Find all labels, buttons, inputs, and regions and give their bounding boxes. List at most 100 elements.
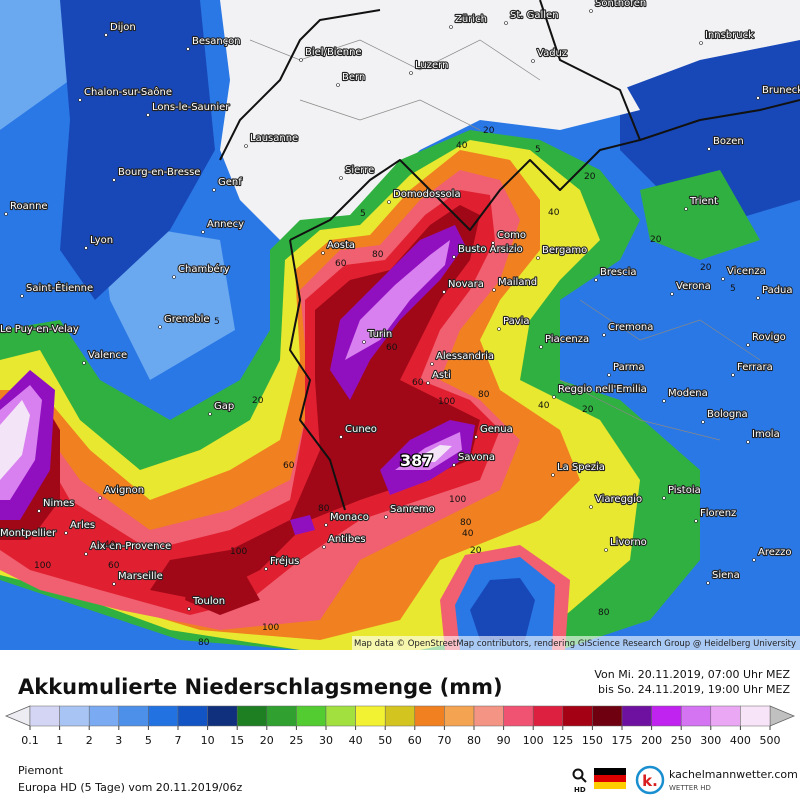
contour-labels: 20 40 5 20 5 40 60 80 20 20 5 5 60 60 20 40 20 100 80 60 80 1… bbox=[34, 126, 736, 648]
brand: kachelmannwetter.com bbox=[669, 768, 798, 781]
city-dot bbox=[589, 9, 593, 13]
city-label: Pistoia bbox=[668, 485, 701, 496]
city-label: Luzern bbox=[415, 60, 448, 71]
legend-swatch bbox=[118, 705, 149, 727]
city-dot bbox=[264, 567, 268, 571]
legend-tick-label: 5 bbox=[145, 734, 152, 747]
city-dot bbox=[409, 71, 413, 75]
city-label: Bourg-en-Bresse bbox=[118, 167, 200, 178]
contour-label: 60 bbox=[335, 259, 347, 269]
city-dot bbox=[104, 33, 108, 37]
city-label: Sonthofen bbox=[595, 0, 646, 9]
city-label: Arles bbox=[70, 520, 95, 531]
legend-tick-label: 125 bbox=[552, 734, 573, 747]
city-dot bbox=[84, 552, 88, 556]
city-label: Grenoble bbox=[164, 314, 210, 325]
contour-label: 40 bbox=[462, 529, 474, 539]
contour-label: 80 bbox=[318, 504, 330, 514]
attribution-bg bbox=[352, 636, 800, 650]
contour-label: 5 bbox=[730, 284, 736, 294]
legend-swatch bbox=[562, 705, 593, 727]
legend-swatch bbox=[236, 705, 268, 727]
city-label: Arezzo bbox=[758, 547, 792, 558]
city-dot bbox=[452, 255, 456, 259]
city-label: Brescia bbox=[600, 267, 637, 278]
country-border bbox=[289, 239, 346, 511]
city-dot bbox=[699, 41, 703, 45]
city-label: Sanremo bbox=[390, 504, 435, 515]
flag bbox=[594, 768, 626, 789]
map: Dijon Besançon Biel/Bienne Zürich St. Gallen… bbox=[0, 0, 800, 650]
city-dot bbox=[670, 292, 674, 296]
legend-tick-label: 1 bbox=[56, 734, 63, 747]
city-label: Besançon bbox=[192, 36, 241, 47]
city-label: Imola bbox=[752, 429, 780, 440]
city-label: Zürich bbox=[455, 14, 487, 25]
contour-label: 5 bbox=[214, 317, 220, 327]
legend-tick-label: 7 bbox=[175, 734, 182, 747]
city-dot bbox=[426, 381, 430, 385]
contour-label: 5 bbox=[535, 145, 541, 155]
legend-tick-label: 20 bbox=[260, 734, 274, 747]
city-dot bbox=[551, 473, 555, 477]
city-dot bbox=[299, 58, 303, 62]
city-label: Montpellier bbox=[0, 528, 57, 539]
city-dot bbox=[384, 515, 388, 519]
city-label: Marseille bbox=[118, 571, 163, 582]
city-label: Turin bbox=[367, 329, 392, 340]
city-dot bbox=[186, 47, 190, 51]
city-dot bbox=[531, 59, 535, 63]
city-dot bbox=[474, 435, 478, 439]
city-label: Bruneck bbox=[762, 85, 800, 96]
contour-label: 60 bbox=[283, 461, 295, 471]
city-label: Parma bbox=[613, 362, 645, 373]
city-dot bbox=[684, 207, 688, 211]
city-label: Gap bbox=[214, 401, 234, 412]
legend-swatch bbox=[266, 705, 297, 727]
country-border bbox=[289, 99, 800, 241]
city-dot bbox=[536, 256, 540, 260]
legend-tick-label: 2 bbox=[86, 734, 93, 747]
legend-tick-label: 90 bbox=[497, 734, 511, 747]
city-label: Vaduz bbox=[537, 48, 567, 59]
city-dot bbox=[321, 251, 325, 255]
city-dot bbox=[146, 113, 150, 117]
city-dot bbox=[20, 294, 24, 298]
legend-tick-label: 10 bbox=[201, 734, 215, 747]
legend-tick-label: 150 bbox=[582, 734, 603, 747]
legend-swatch bbox=[444, 705, 475, 727]
contour-label: 100 bbox=[438, 397, 455, 407]
city-label: Busto Arsizio bbox=[458, 244, 523, 255]
precip-area bbox=[470, 578, 535, 640]
region: Piemont bbox=[18, 764, 64, 777]
hd-icon: HD bbox=[572, 768, 587, 794]
city-label: Genf bbox=[218, 177, 242, 188]
contour-label: 40 bbox=[456, 141, 468, 151]
city-label: Valence bbox=[88, 350, 127, 361]
legend-swatch bbox=[710, 705, 741, 727]
model-run: Europa HD (5 Tage) vom 20.11.2019/06z bbox=[18, 781, 242, 794]
city-dot bbox=[387, 200, 391, 204]
contour-label: 20 bbox=[483, 126, 495, 136]
city-label: Alessandria bbox=[436, 351, 494, 362]
city-label: Domodossola bbox=[393, 189, 461, 200]
legend-swatch bbox=[29, 705, 60, 727]
city-label: Asti bbox=[432, 370, 451, 381]
legend-swatch bbox=[740, 705, 771, 727]
city-dot bbox=[721, 277, 725, 281]
city-dot bbox=[701, 420, 705, 424]
city-label: Chalon-sur-Saône bbox=[84, 86, 172, 98]
city-label: Viareggio bbox=[595, 494, 642, 505]
city-dot bbox=[322, 545, 326, 549]
legend-tick-label: 30 bbox=[319, 734, 333, 747]
legend-swatch bbox=[621, 705, 652, 727]
legend-tick-label: 0.1 bbox=[21, 734, 39, 747]
contour-label: 60 bbox=[412, 378, 424, 388]
legend-swatch bbox=[148, 705, 179, 727]
contour-label: 40 bbox=[538, 401, 550, 411]
hd-label: HD bbox=[574, 786, 586, 794]
title: Akkumulierte Niederschlagsmenge (mm) bbox=[18, 675, 503, 699]
contour-label: 20 bbox=[582, 405, 594, 415]
legend-tick-label: 40 bbox=[349, 734, 363, 747]
